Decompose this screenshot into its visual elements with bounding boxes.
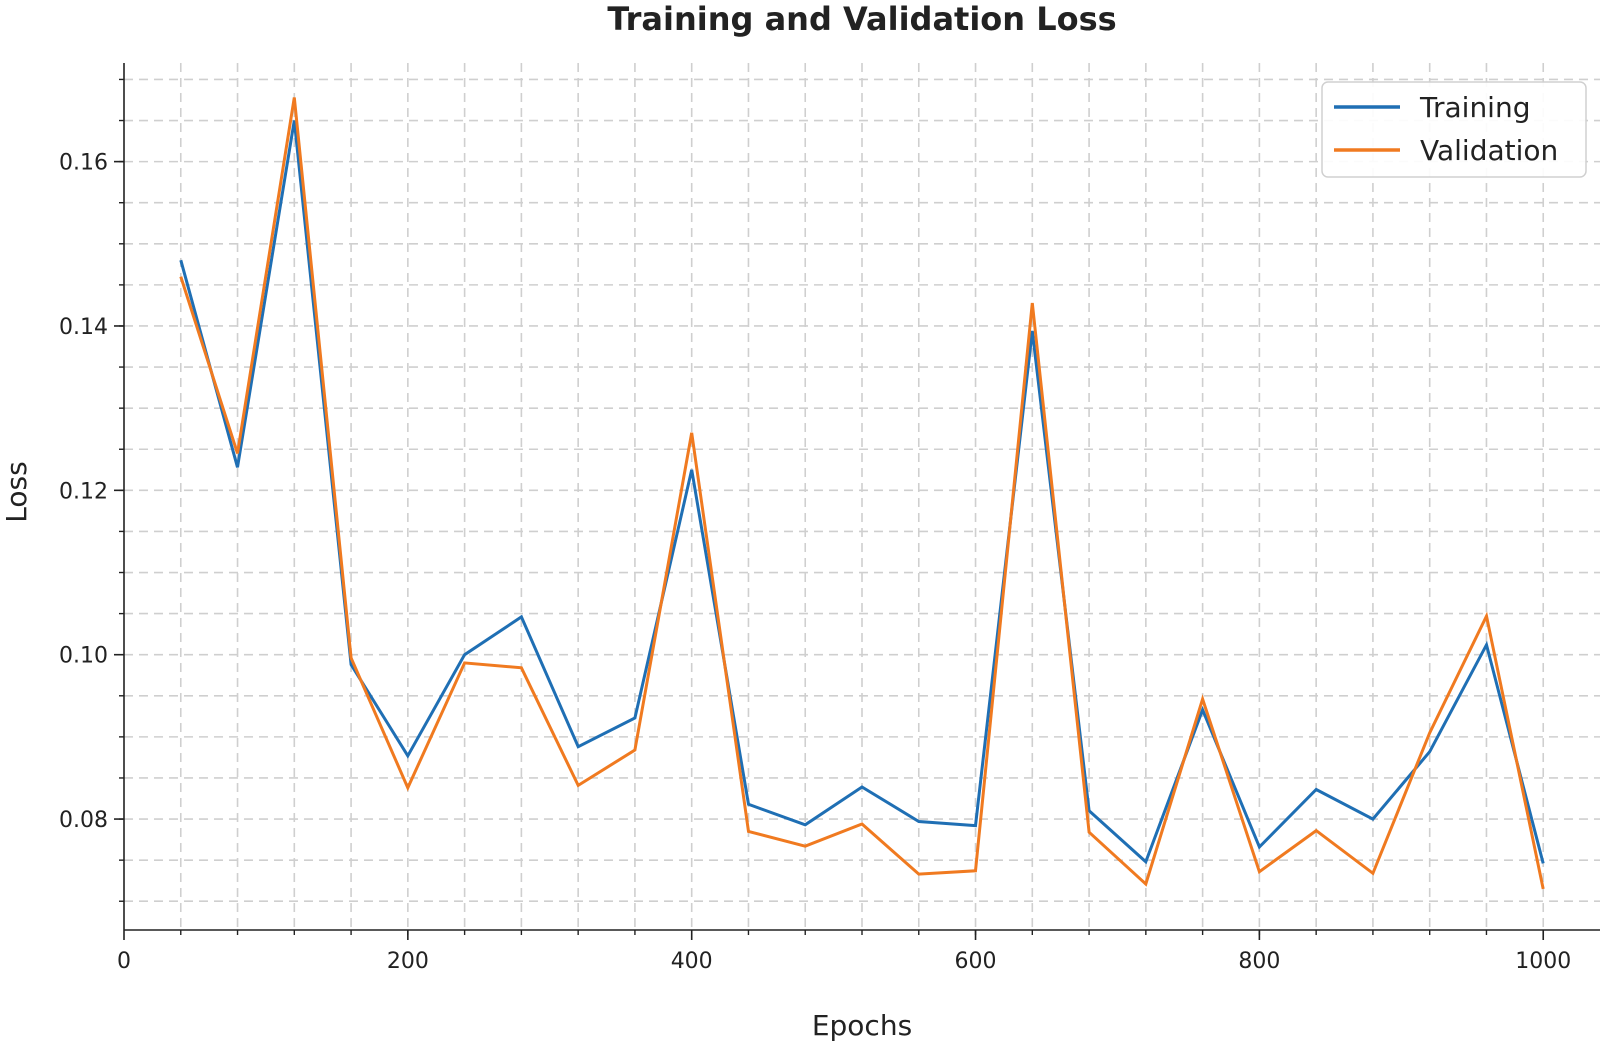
- series-lines: [179, 97, 1545, 890]
- legend-label-training: Training: [1419, 91, 1530, 124]
- x-tick-label: 800: [1238, 949, 1280, 974]
- tick-marks: 0 200 400 600 800 1000 0.08 0.10 0.12 0.14 0.16: [59, 78, 1571, 974]
- y-axis-label: Loss: [0, 461, 33, 522]
- x-tick-label: 0: [117, 949, 131, 974]
- y-tick-label: 0.16: [59, 151, 108, 176]
- legend-label-validation: Validation: [1420, 134, 1558, 167]
- series-line-validation: [179, 97, 1545, 890]
- legend: Training Validation: [1321, 81, 1587, 178]
- x-tick-label: 400: [671, 949, 713, 974]
- chart-title: Training and Validation Loss: [607, 0, 1116, 38]
- y-tick-label: 0.10: [59, 644, 108, 669]
- y-tick-label: 0.14: [59, 315, 108, 340]
- y-tick-label: 0.12: [59, 479, 108, 504]
- grid-lines: [124, 63, 1600, 930]
- x-tick-label: 600: [955, 949, 997, 974]
- y-tick-label: 0.08: [59, 808, 108, 833]
- x-axis-label: Epochs: [812, 1009, 912, 1042]
- x-tick-label: 1000: [1515, 949, 1571, 974]
- x-tick-label: 200: [387, 949, 429, 974]
